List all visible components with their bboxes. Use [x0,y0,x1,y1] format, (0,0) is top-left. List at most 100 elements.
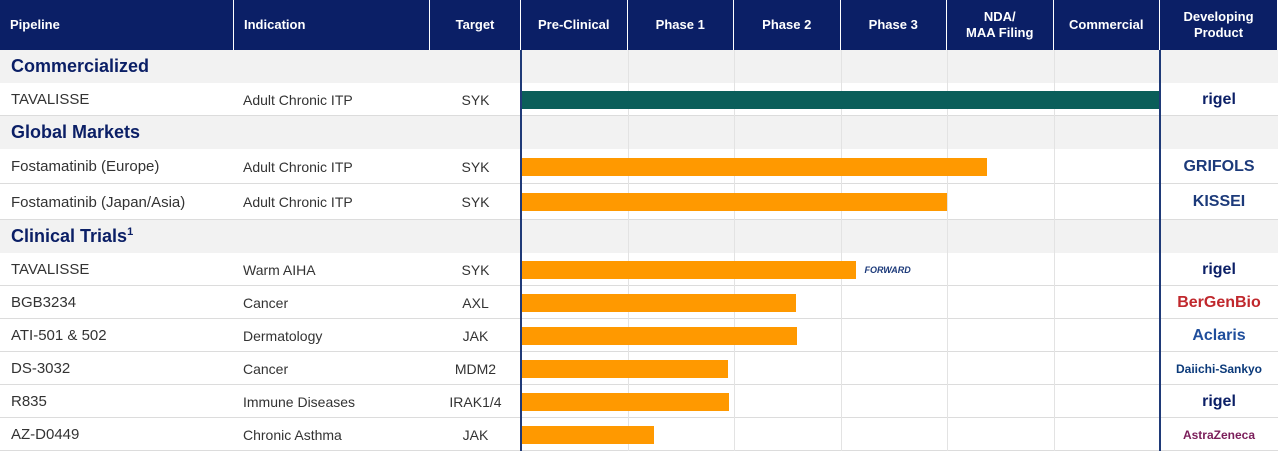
stage-cell [734,418,841,451]
progress-bar [521,392,729,411]
target: IRAK1/4 [449,393,502,410]
stage-cell [627,220,735,253]
target: AXL [462,294,489,311]
indication: Warm AIHA [243,261,316,278]
indication: Immune Diseases [243,393,356,410]
row [0,286,1278,319]
pipeline-name: R835 [11,393,47,410]
stage-label: Phase 2 [734,0,841,50]
stage-label-line: Commercial [1069,17,1144,32]
pipeline-name: TAVALISSE [11,261,90,278]
pipeline-name: DS-3032 [11,360,71,377]
pipeline-name: Fostamatinib (Japan/Asia) [11,193,186,211]
stage-label: Phase 3 [841,0,947,50]
stage-cell [627,116,735,149]
target: SYK [461,91,490,108]
target: MDM2 [454,360,497,377]
stage-cell [947,184,1054,220]
stage-cell [1053,184,1161,220]
progress-bar [521,90,1160,109]
trial-logo: FORWARD [864,264,911,275]
product-label: Developing Product [1160,0,1278,50]
section-band [0,116,1278,149]
stage-cell [521,116,628,149]
partner-logo: rigel [1202,90,1236,108]
partner-logo: GRIFOLS [1183,157,1255,175]
stage-cell [1053,50,1161,83]
stage-label: Pre-Clinical [521,0,628,50]
product-label-line: Product [1193,25,1244,40]
stage-left-border [520,50,522,451]
progress-bar [521,260,857,279]
stage-cell [734,352,841,385]
stage-cell [734,220,841,253]
indication: Chronic Asthma [243,426,342,443]
indication: Cancer [243,360,289,377]
header-label: Pipeline [0,0,234,50]
header-bar [0,0,1278,50]
section-title: Commercialized [0,50,500,83]
stage-label: NDA/MAA Filing [947,0,1054,50]
stage-cell [947,50,1054,83]
partner-logo: KISSEI [1192,193,1246,210]
header-label: Indication [234,0,430,50]
stage-cell [947,220,1054,253]
row [0,352,1278,385]
indication: Adult Chronic ITP [243,194,353,210]
stage-label: Commercial [1054,0,1160,50]
section-title: Clinical Trials 1 [0,220,500,253]
target: SYK [461,194,490,210]
stage-cell [947,352,1054,385]
stage-cell [1053,352,1161,385]
stage-cell [947,116,1054,149]
header-label: Target [430,0,521,50]
stage-label-line: Pre-Clinical [537,17,610,32]
stage-cell [840,286,948,319]
stage-cell [840,352,948,385]
stage-cell [840,385,948,418]
row [0,253,1278,286]
product-label-line: Developing [1183,9,1254,24]
stage-cell [1053,319,1161,352]
stage-cell [840,319,948,352]
row [0,149,1278,184]
stage-cell [840,220,948,253]
row [0,385,1278,418]
section-title-text: Commercialized [11,56,150,76]
progress-bar [521,157,988,176]
stage-cell [947,286,1054,319]
stage-cell [521,220,628,253]
stage-cell [947,253,1054,286]
stage-label-line: NDA/ [983,9,1016,24]
indication: Adult Chronic ITP [243,91,353,108]
partner-logo: rigel [1202,392,1236,410]
stage-cell [734,116,841,149]
stage-cell [947,418,1054,451]
row [0,418,1278,451]
stage-cell [947,319,1054,352]
pipeline-name: AZ-D0449 [11,426,80,443]
progress-bar [521,293,796,312]
stage-cell [1053,418,1161,451]
pipeline-name: Fostamatinib (Europe) [11,158,160,175]
indication: Dermatology [243,327,323,344]
stage-cell [734,385,841,418]
progress-bar [521,326,797,345]
stage-cell [1053,253,1161,286]
target: SYK [461,261,490,278]
stage-cell [627,50,735,83]
stage-label-line: Phase 2 [762,17,812,32]
pipeline-name: BGB3234 [11,294,77,311]
section-title: Global Markets [0,116,500,149]
row [0,184,1278,220]
pipeline-name: ATI-501 & 502 [11,327,107,344]
partner-logo: rigel [1202,260,1236,278]
pipeline-name: TAVALISSE [11,91,90,108]
progress-bar [521,359,728,378]
stage-cell [840,116,948,149]
partner-logo: Daiichi-Sankyo [1175,361,1263,376]
row [0,319,1278,352]
section-title-text: Global Markets [11,122,141,142]
stage-cell [1053,116,1161,149]
stage-cell [947,385,1054,418]
